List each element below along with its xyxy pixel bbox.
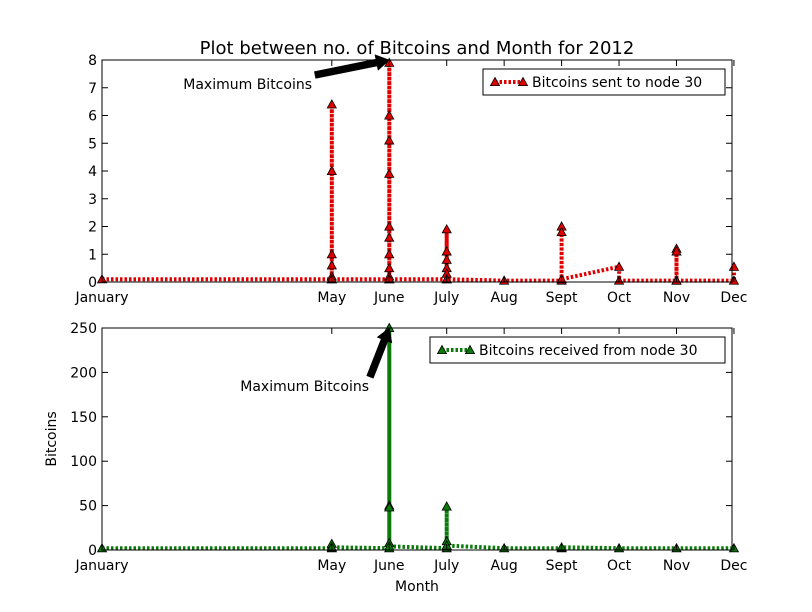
- x-tick-label: January: [74, 558, 128, 574]
- data-point: [441, 223, 452, 234]
- y-axis-label: Bitcoins: [44, 411, 60, 466]
- data-point: [384, 248, 395, 259]
- chart-title: Plot between no. of Bitcoins and Month f…: [200, 38, 635, 59]
- legend-marker: [436, 344, 448, 355]
- legend-marker: [464, 344, 476, 355]
- x-tick-label: Oct: [607, 558, 632, 574]
- y-tick-label: 100: [70, 454, 97, 470]
- data-point: [326, 165, 337, 176]
- annotation-arrow: [366, 327, 393, 379]
- x-tick-label: June: [373, 290, 405, 306]
- bottom-panel: 0 50 100 150 200 250 January May June July Aug Sept…: [70, 321, 747, 574]
- x-tick-label: Sept: [546, 558, 578, 574]
- data-point: [384, 135, 395, 145]
- y-tick-label: 0: [88, 275, 97, 291]
- data-point: [384, 221, 395, 231]
- data-point: [613, 261, 625, 271]
- annotation-text: Maximum Bitcoins: [240, 379, 369, 395]
- y-tick-label: 4: [88, 164, 97, 180]
- data-point: [326, 260, 337, 270]
- x-tick-label: Aug: [490, 290, 517, 306]
- data-point: [441, 501, 452, 511]
- x-tick-label: Aug: [490, 558, 517, 574]
- y-tick-label: 2: [88, 220, 97, 236]
- x-tick-label: July: [433, 558, 459, 574]
- y-tick-label: 8: [88, 53, 97, 69]
- x-axis-label: Month: [395, 579, 439, 595]
- data-point: [384, 502, 395, 512]
- x-tick-label: January: [74, 290, 128, 306]
- data-point: [326, 99, 337, 109]
- data-point: [326, 248, 337, 259]
- legend-label: Bitcoins received from node 30: [479, 343, 697, 359]
- legend-box: [429, 336, 726, 364]
- x-tick-label: Nov: [663, 290, 690, 306]
- axes-frame: [101, 327, 733, 551]
- x-tick-label: Dec: [720, 558, 747, 574]
- data-point: [384, 232, 395, 242]
- y-tick-label: 1: [88, 247, 97, 263]
- x-tick-label: May: [317, 558, 346, 574]
- x-tick-label: July: [433, 290, 459, 306]
- y-tick-label: 5: [88, 136, 97, 152]
- x-tick-label: June: [373, 558, 405, 574]
- data-point: [556, 226, 567, 237]
- legend: Bitcoins sent to node 30: [482, 68, 726, 96]
- data-point: [671, 246, 682, 256]
- y-tick-label: 0: [88, 543, 97, 559]
- legend-marker: [517, 76, 529, 86]
- top-panel: 0 1 2 3 4 5 6 7 8 January May June July Aug Sept Oct Nov…: [74, 53, 747, 306]
- annotation-text: Maximum Bitcoins: [183, 77, 312, 93]
- data-point: [384, 168, 395, 178]
- x-tick-label: Sept: [546, 290, 578, 306]
- annotation-arrow: [314, 54, 390, 79]
- y-tick-label: 150: [70, 410, 97, 426]
- y-tick-label: 200: [70, 365, 97, 381]
- x-tick-label: Oct: [607, 290, 632, 306]
- y-tick-label: 50: [79, 499, 97, 515]
- x-tick-label: Nov: [663, 558, 690, 574]
- y-tick-label: 250: [70, 321, 97, 337]
- data-point: [384, 110, 395, 120]
- legend-marker: [489, 76, 501, 86]
- y-tick-label: 7: [88, 81, 97, 97]
- x-tick-label: May: [317, 290, 346, 306]
- legend-label: Bitcoins sent to node 30: [532, 75, 702, 91]
- legend: Bitcoins received from node 30: [429, 336, 726, 364]
- y-tick-label: 6: [88, 109, 97, 125]
- x-tick-label: Dec: [720, 290, 747, 306]
- y-tick-label: 3: [88, 192, 97, 208]
